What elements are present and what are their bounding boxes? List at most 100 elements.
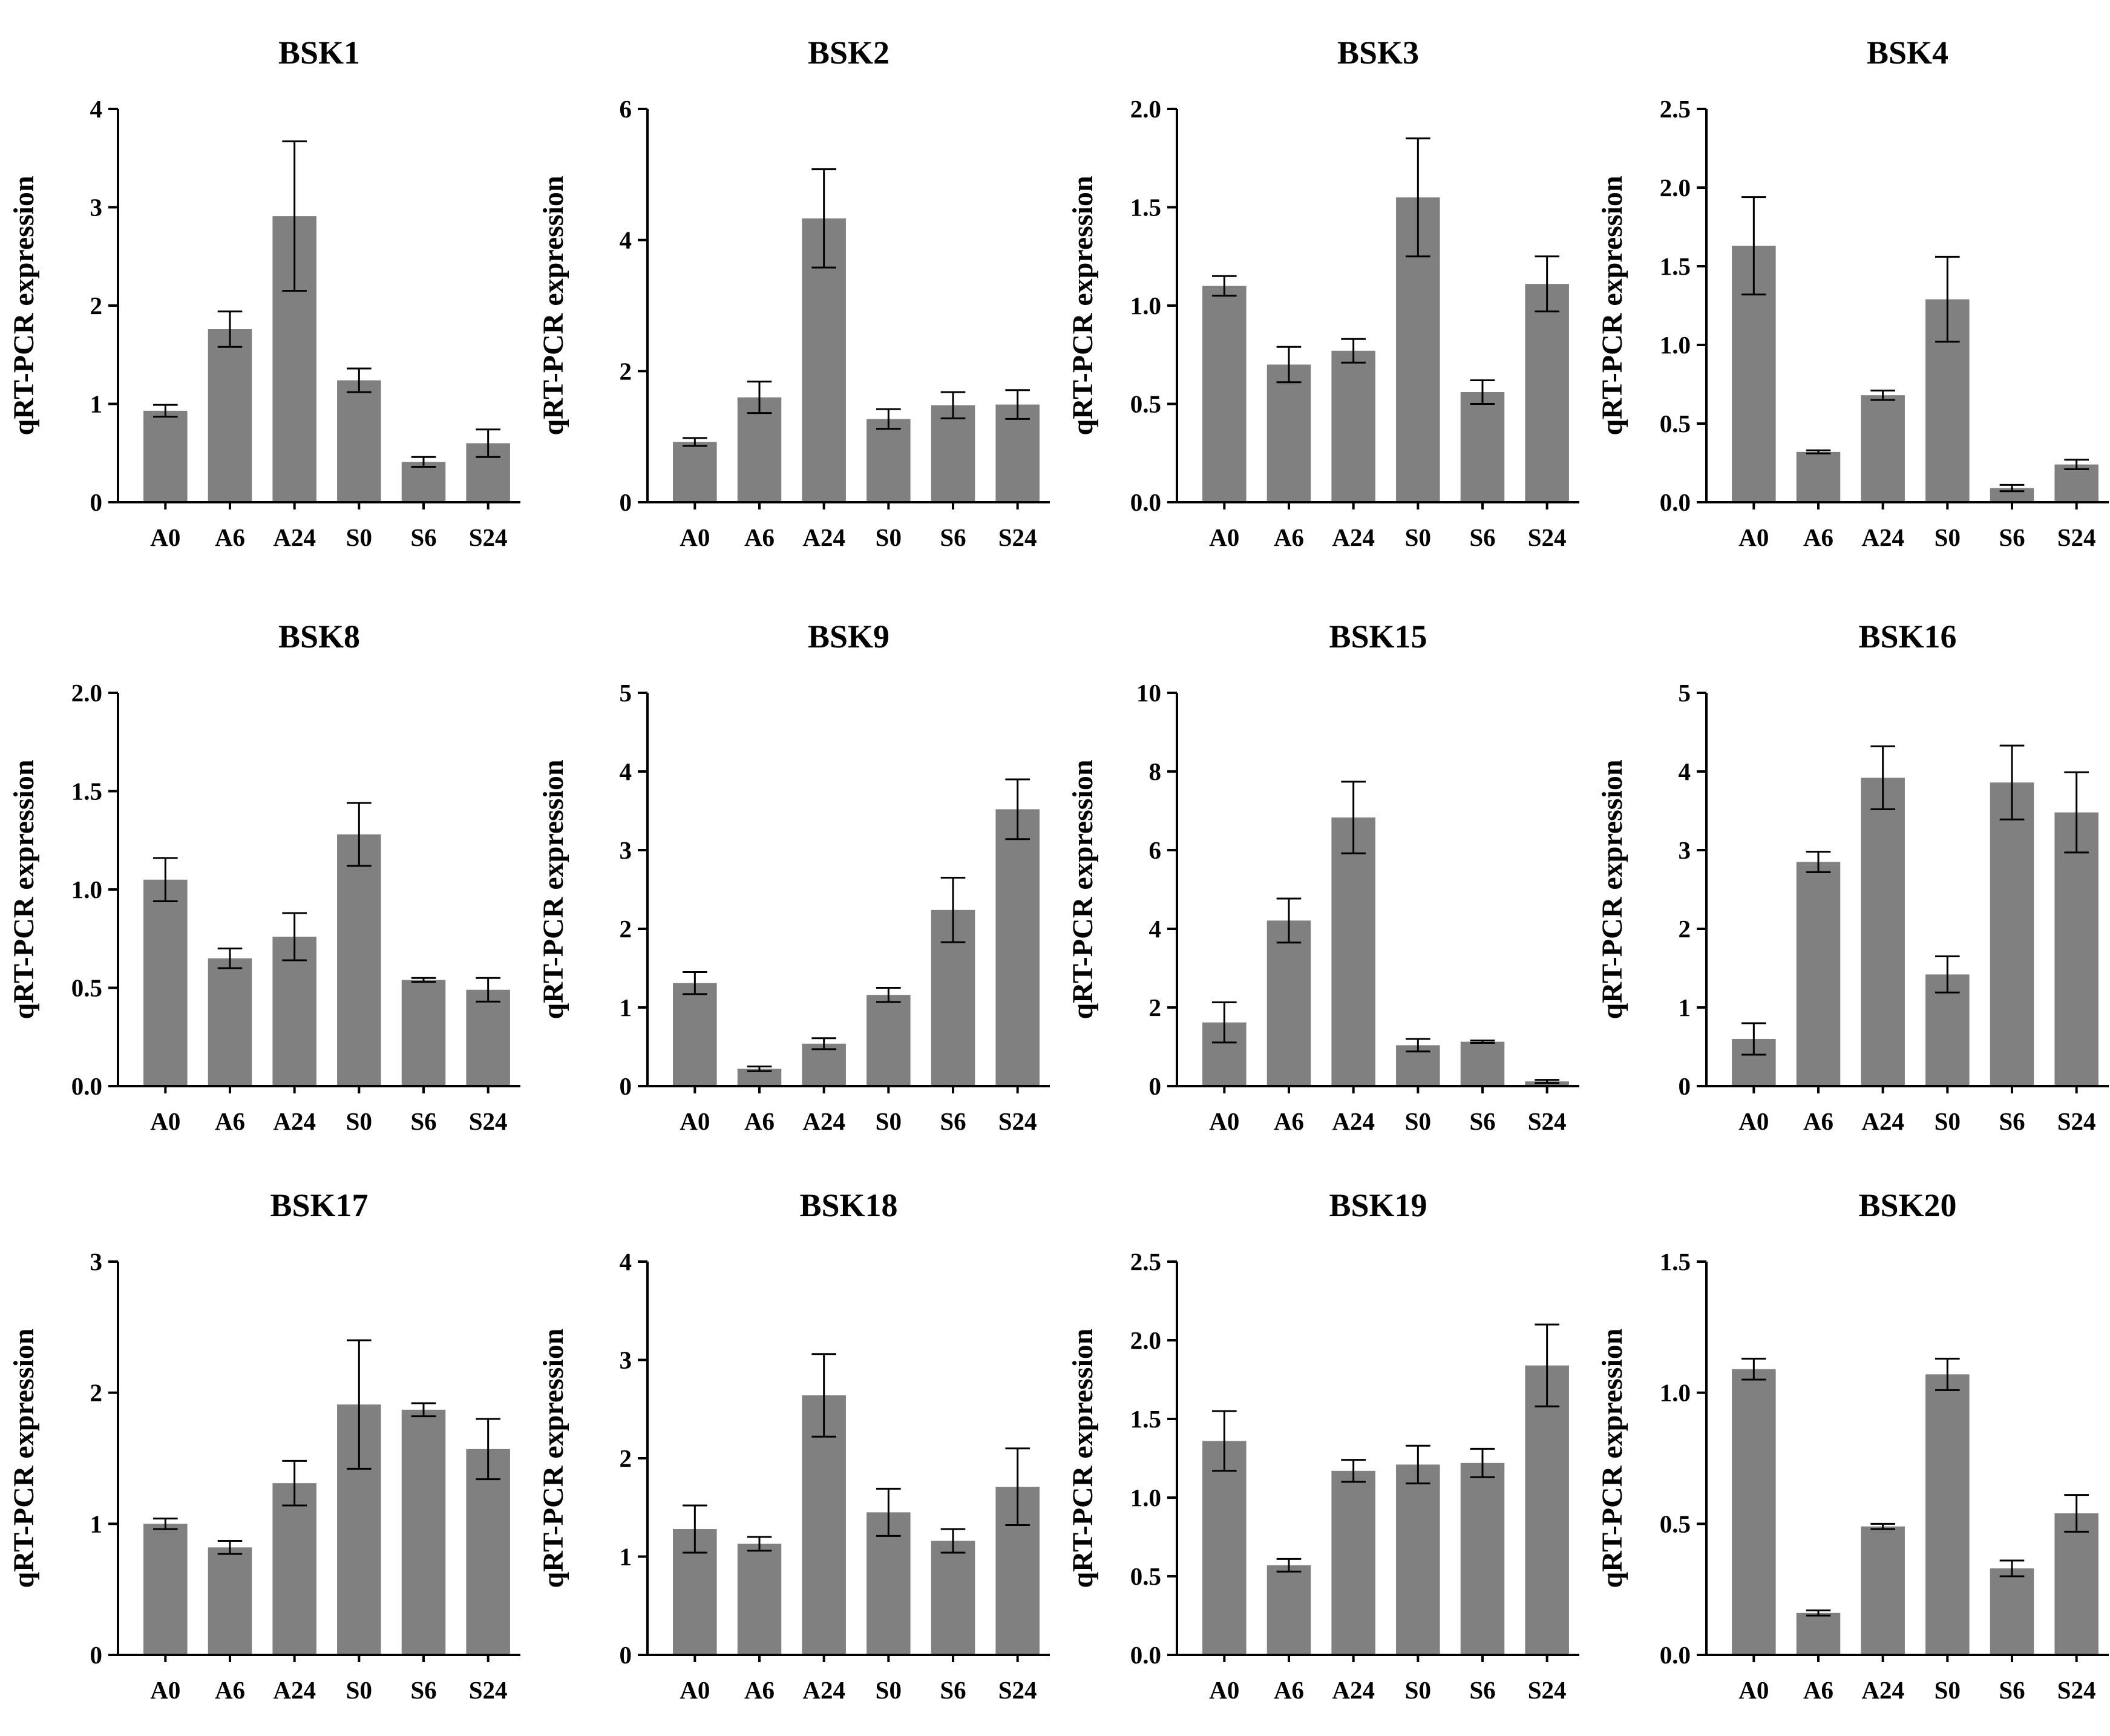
- x-tick-label: S6: [940, 523, 966, 551]
- chart-panel-bsk19: BSK19 qRT-PCR expression A0 A6 A24 S0 S6 S24 0.0…: [1067, 1187, 1579, 1704]
- x-tick-label: A0: [1209, 523, 1239, 551]
- y-tick-label: 4: [620, 226, 632, 254]
- x-tick-label: S0: [1405, 1107, 1431, 1135]
- y-tick-label: 0.5: [1130, 1562, 1161, 1590]
- y-tick-label: 2.0: [1660, 174, 1691, 201]
- bar-a0: [143, 1524, 188, 1655]
- x-tick-label: S0: [1935, 1676, 1961, 1704]
- x-tick-label: A0: [1209, 1676, 1239, 1704]
- x-tick-label: A0: [1209, 1107, 1239, 1135]
- bar-s24: [2054, 812, 2099, 1086]
- y-tick-label: 4: [620, 758, 632, 785]
- bar-a6: [1796, 451, 1841, 502]
- y-axis-label: qRT-PCR expression: [8, 175, 40, 435]
- x-tick-label: A24: [273, 1107, 316, 1135]
- x-tick-label: S6: [1469, 523, 1495, 551]
- y-tick-label: 0: [620, 1641, 632, 1669]
- x-tick-label: S0: [1405, 523, 1431, 551]
- x-tick-label: S6: [1999, 1107, 2025, 1135]
- x-tick-label: A6: [1274, 1676, 1304, 1704]
- chart-panel-bsk15: BSK15 qRT-PCR expression A0 A6 A24 S0 S6 S24 0 2 4…: [1067, 618, 1579, 1135]
- chart-panel-bsk18: BSK18 qRT-PCR expression A0 A6 A24 S0 S6 S24 0 1 2…: [537, 1187, 1050, 1704]
- y-tick-label: 1: [620, 994, 632, 1021]
- y-tick-label: 0: [620, 1072, 632, 1100]
- y-tick-label: 2.0: [1130, 1326, 1161, 1354]
- x-tick-label: A6: [744, 1676, 775, 1704]
- bar-a0: [673, 983, 717, 1086]
- y-axis-label: qRT-PCR expression: [1596, 175, 1628, 435]
- y-tick-label: 2: [620, 1444, 632, 1472]
- bar-s24: [466, 989, 510, 1086]
- x-tick-label: A24: [1332, 523, 1375, 551]
- y-tick-label: 3: [90, 194, 103, 221]
- chart-panel-bsk1: BSK1 qRT-PCR expression A0 A6 A24 S0 S6 S24 0 1 2 3…: [8, 34, 520, 551]
- y-tick-label: 2: [620, 915, 632, 943]
- x-tick-label: S24: [1528, 1107, 1567, 1135]
- bar-a6: [737, 1544, 782, 1655]
- x-tick-label: A24: [802, 523, 845, 551]
- bar-a6: [1266, 364, 1311, 502]
- y-axis-label: qRT-PCR expression: [1067, 175, 1099, 435]
- bar-s0: [337, 834, 381, 1086]
- x-tick-label: S24: [2057, 523, 2096, 551]
- bar-a24: [802, 1043, 846, 1086]
- y-tick-label: 1.5: [1660, 252, 1691, 280]
- x-tick-label: A6: [215, 1107, 245, 1135]
- x-tick-label: A24: [1861, 1676, 1904, 1704]
- chart-title: BSK18: [799, 1187, 897, 1223]
- x-tick-label: A0: [1738, 1107, 1769, 1135]
- bar-s6: [931, 1541, 975, 1655]
- x-tick-label: S6: [410, 523, 436, 551]
- bar-s0: [867, 419, 911, 502]
- x-tick-label: S24: [2057, 1107, 2096, 1135]
- bar-s6: [401, 980, 446, 1086]
- bar-s24: [2054, 1513, 2099, 1655]
- y-tick-label: 6: [1149, 836, 1162, 864]
- chart-panel-bsk8: BSK8 qRT-PCR expression A0 A6 A24 S0 S6 S24 0.0 0…: [8, 618, 520, 1135]
- x-tick-label: S6: [1999, 1676, 2025, 1704]
- y-tick-label: 0: [620, 488, 632, 516]
- x-tick-label: S24: [469, 1107, 508, 1135]
- y-axis-label: qRT-PCR expression: [537, 175, 569, 435]
- chart-title: BSK3: [1337, 34, 1419, 71]
- x-tick-label: S6: [1469, 1676, 1495, 1704]
- y-tick-label: 0.5: [1130, 390, 1161, 418]
- x-tick-label: A0: [680, 1107, 710, 1135]
- y-tick-label: 1: [90, 1510, 103, 1538]
- chart-panel-bsk16: BSK16 qRT-PCR expression A0 A6 A24 S0 S6 S24 0 1 2…: [1596, 618, 2109, 1135]
- chart-title: BSK17: [270, 1187, 368, 1223]
- x-tick-label: S24: [998, 1676, 1037, 1704]
- y-tick-label: 1.0: [1660, 331, 1691, 359]
- x-tick-label: A6: [744, 1107, 775, 1135]
- y-tick-label: 2: [620, 357, 632, 385]
- x-tick-label: S0: [876, 523, 902, 551]
- chart-panel-bsk9: BSK9 qRT-PCR expression A0 A6 A24 S0 S6 S24 0 1 2 3…: [537, 618, 1050, 1135]
- y-tick-label: 0: [90, 488, 103, 516]
- y-axis-label: qRT-PCR expression: [8, 1328, 40, 1588]
- x-tick-label: A24: [802, 1107, 845, 1135]
- bar-s6: [401, 1409, 446, 1655]
- bar-a24: [272, 937, 316, 1086]
- bar-a24: [1861, 395, 1905, 502]
- chart-panel-bsk17: BSK17 qRT-PCR expression A0 A6 A24 S0 S6 S24 0 1 2…: [8, 1187, 520, 1704]
- y-tick-label: 5: [1679, 679, 1691, 707]
- x-tick-label: S6: [940, 1676, 966, 1704]
- y-tick-label: 1.5: [1130, 194, 1161, 221]
- bar-s0: [1396, 1464, 1440, 1655]
- y-tick-label: 5: [620, 679, 632, 707]
- x-tick-label: S24: [1528, 1676, 1567, 1704]
- chart-title: BSK8: [278, 618, 360, 655]
- chart-panel-bsk4: BSK4 qRT-PCR expression A0 A6 A24 S0 S6 S24 0.0 0…: [1596, 34, 2109, 551]
- y-tick-label: 2.0: [71, 679, 102, 707]
- bar-s6: [1460, 392, 1505, 502]
- x-tick-label: A24: [273, 1676, 316, 1704]
- x-tick-label: S6: [940, 1107, 966, 1135]
- bar-a24: [1331, 350, 1375, 502]
- chart-title: BSK4: [1867, 34, 1948, 71]
- y-tick-label: 2: [1679, 915, 1691, 943]
- x-tick-label: A6: [1274, 523, 1304, 551]
- x-tick-label: A6: [215, 523, 245, 551]
- y-tick-label: 0: [1679, 1072, 1691, 1100]
- y-tick-label: 0.0: [1130, 1641, 1161, 1669]
- bar-a6: [208, 1547, 252, 1655]
